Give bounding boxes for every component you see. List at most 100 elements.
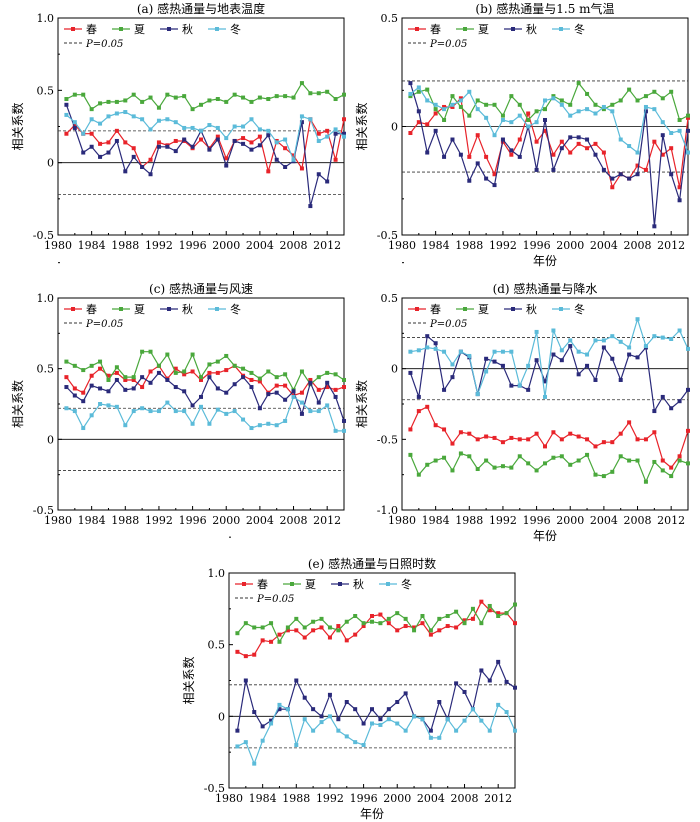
data-point [450, 468, 455, 473]
data-point [344, 734, 349, 739]
data-point [403, 616, 408, 621]
data-point [635, 163, 640, 168]
data-point [686, 128, 690, 133]
data-point [433, 423, 438, 428]
data-point [526, 111, 531, 116]
data-point [215, 359, 220, 364]
chart-title: (a) 感热通量与地表温度 [137, 1, 265, 16]
data-point [500, 363, 505, 368]
data-point [215, 97, 220, 102]
legend-item-significance: P=0.05 [64, 319, 123, 330]
legend-label: P=0.05 [256, 594, 294, 605]
series-line [237, 600, 516, 657]
x-tick-label: 1984 [422, 514, 450, 527]
data-point [412, 628, 417, 633]
data-point [601, 150, 606, 155]
series-0 [408, 404, 690, 470]
data-point [458, 430, 463, 435]
x-tick-label: 1984 [78, 239, 106, 252]
data-point [319, 625, 324, 630]
data-point [64, 375, 69, 380]
data-point [285, 625, 290, 630]
data-point [425, 98, 430, 103]
data-point [627, 352, 632, 357]
data-point [635, 437, 640, 442]
data-point [568, 102, 573, 107]
data-point [593, 102, 598, 107]
data-point [274, 157, 279, 162]
data-point [568, 113, 573, 118]
data-point [123, 387, 128, 392]
data-point [131, 409, 136, 414]
data-point [395, 611, 400, 616]
data-point [243, 740, 248, 745]
data-point [386, 621, 391, 626]
data-point [652, 334, 657, 339]
data-point [627, 458, 632, 463]
data-point [165, 117, 170, 122]
data-point [450, 137, 455, 142]
y-tick-label: 0.5 [37, 363, 55, 376]
data-point [627, 345, 632, 350]
legend-item-0: 春 [64, 303, 97, 316]
data-point [123, 110, 128, 115]
data-point [479, 621, 484, 626]
data-point [114, 99, 119, 104]
legend-item-0: 春 [408, 303, 441, 316]
data-point [568, 344, 573, 349]
data-point [182, 369, 187, 374]
data-point [534, 468, 539, 473]
data-point [500, 349, 505, 354]
data-point [81, 399, 86, 404]
data-point [433, 111, 438, 116]
data-point [437, 628, 442, 633]
data-point [420, 621, 425, 626]
data-point [285, 707, 290, 712]
data-point [509, 349, 514, 354]
data-point [325, 370, 330, 375]
data-point [342, 377, 346, 382]
data-point [361, 624, 366, 629]
data-point [114, 138, 119, 143]
data-point [114, 404, 119, 409]
data-point [534, 109, 539, 114]
data-point [311, 728, 316, 733]
data-point [551, 352, 556, 357]
chart-title: (d) 感热通量与降水 [493, 281, 598, 296]
x-tick-label: 1988 [282, 792, 310, 805]
data-point [454, 609, 459, 614]
data-point [652, 409, 657, 414]
data-point [235, 728, 240, 733]
data-point [140, 385, 145, 390]
data-point [458, 104, 463, 109]
data-point [114, 377, 119, 382]
data-point [643, 437, 648, 442]
legend-item-1: 夏 [456, 303, 489, 316]
data-point [433, 128, 438, 133]
data-point [283, 146, 288, 151]
legend-label: 夏 [134, 303, 145, 316]
data-point [551, 94, 556, 99]
legend-item-0: 春 [408, 23, 441, 36]
data-point [106, 99, 111, 104]
data-point [344, 700, 349, 704]
data-point [106, 114, 111, 119]
series-line [410, 86, 689, 154]
data-point [484, 102, 489, 107]
data-point [442, 117, 447, 122]
data-point [302, 717, 307, 722]
data-point [199, 404, 203, 409]
data-point [618, 172, 623, 177]
data-point [458, 96, 463, 101]
legend-swatch-marker [415, 307, 419, 311]
data-point [475, 392, 480, 397]
data-point [559, 139, 564, 144]
data-point [333, 97, 338, 102]
data-point [131, 146, 136, 151]
data-point [316, 409, 321, 414]
data-point [277, 707, 282, 712]
data-point [408, 131, 413, 136]
data-point [308, 117, 313, 122]
x-tick-label: 2012 [313, 239, 341, 252]
x-tick-label: 2000 [212, 239, 240, 252]
